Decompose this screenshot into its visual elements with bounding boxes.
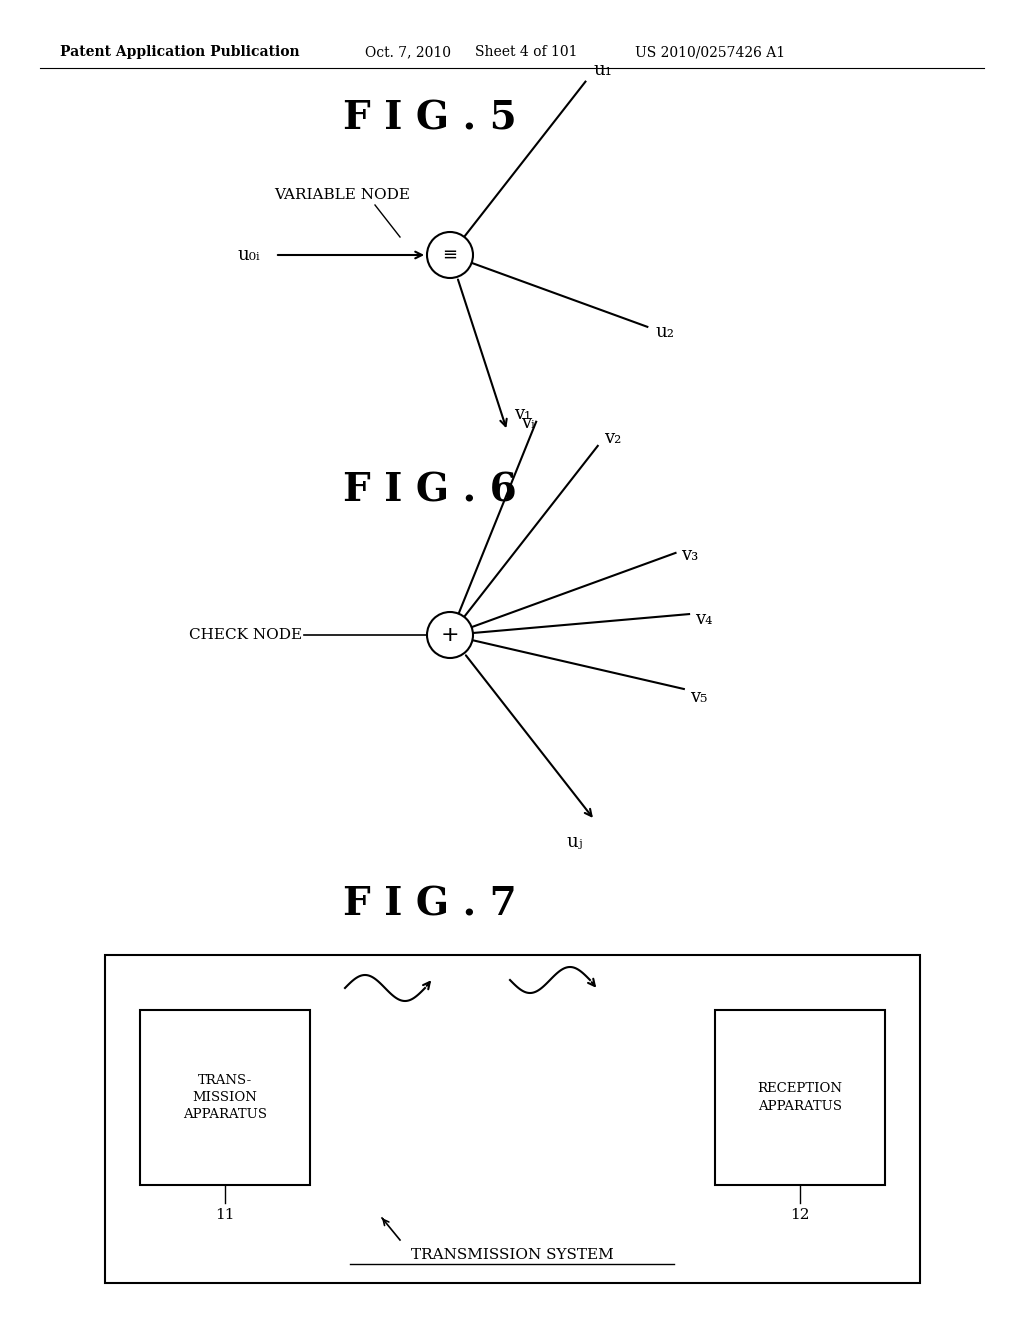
Text: Sheet 4 of 101: Sheet 4 of 101 xyxy=(475,45,578,59)
Text: vᵢ: vᵢ xyxy=(521,414,535,432)
Text: 12: 12 xyxy=(791,1208,810,1222)
Bar xyxy=(715,1010,885,1185)
Text: F I G . 5: F I G . 5 xyxy=(343,99,517,137)
Text: u₀ᵢ: u₀ᵢ xyxy=(238,246,260,264)
Text: F I G . 6: F I G . 6 xyxy=(343,471,517,510)
Text: u₁: u₁ xyxy=(594,61,612,79)
Text: v₁: v₁ xyxy=(514,405,531,422)
Text: CHECK NODE: CHECK NODE xyxy=(188,628,302,642)
Text: F I G . 7: F I G . 7 xyxy=(343,886,517,924)
Text: RECEPTION
APPARATUS: RECEPTION APPARATUS xyxy=(758,1082,843,1113)
Bar xyxy=(140,1010,310,1185)
Circle shape xyxy=(427,612,473,657)
Text: ≡: ≡ xyxy=(442,246,458,264)
Text: +: + xyxy=(440,624,460,645)
Text: TRANS-
MISSION
APPARATUS: TRANS- MISSION APPARATUS xyxy=(183,1074,267,1121)
Bar xyxy=(105,954,920,1283)
Text: u₂: u₂ xyxy=(655,323,675,341)
Text: v₄: v₄ xyxy=(695,610,713,628)
Text: uⱼ: uⱼ xyxy=(566,833,584,851)
Text: Patent Application Publication: Patent Application Publication xyxy=(60,45,300,59)
Text: VARIABLE NODE: VARIABLE NODE xyxy=(274,187,410,202)
Text: US 2010/0257426 A1: US 2010/0257426 A1 xyxy=(635,45,785,59)
Text: v₃: v₃ xyxy=(682,546,698,564)
Text: v₂: v₂ xyxy=(604,429,622,447)
Text: 11: 11 xyxy=(215,1208,234,1222)
Text: Oct. 7, 2010: Oct. 7, 2010 xyxy=(365,45,451,59)
Circle shape xyxy=(427,232,473,279)
Text: v₅: v₅ xyxy=(690,688,708,706)
Text: TRANSMISSION SYSTEM: TRANSMISSION SYSTEM xyxy=(411,1247,613,1262)
